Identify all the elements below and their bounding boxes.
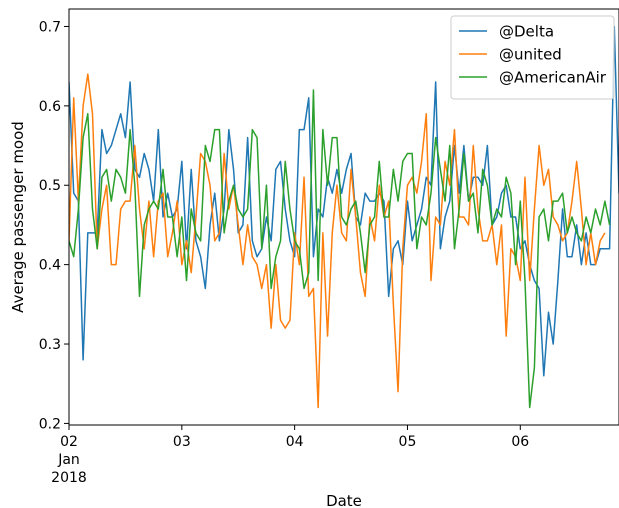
legend-label: @AmericanAir xyxy=(499,69,607,87)
y-axis: 0.2 0.3 0.4 0.5 0.6 0.7 xyxy=(39,19,69,432)
series-line-delta xyxy=(69,25,619,377)
x-tick-label: 03 xyxy=(173,434,191,450)
y-tick-label: 0.4 xyxy=(39,258,61,274)
y-tick-label: 0.6 xyxy=(39,99,61,115)
x-axis-label: Date xyxy=(326,492,362,508)
y-axis-label: Average passenger mood xyxy=(9,121,27,313)
x-tick-label: 02 xyxy=(60,434,78,450)
x-tick-sublabel: 2018 xyxy=(51,470,87,486)
legend-label: @united xyxy=(499,46,562,64)
x-tick-label: 05 xyxy=(399,434,417,450)
x-axis: 02 Jan 2018 03 04 05 06 xyxy=(51,425,529,486)
y-tick-label: 0.5 xyxy=(39,178,61,194)
series-layer xyxy=(69,25,619,409)
plot-frame xyxy=(68,8,619,426)
legend-box xyxy=(450,15,615,100)
y-tick-label: 0.7 xyxy=(39,19,61,35)
legend-label: @Delta xyxy=(499,23,554,41)
x-tick-sublabel: Jan xyxy=(57,452,80,468)
y-tick-label: 0.2 xyxy=(39,416,61,432)
y-tick-label: 0.3 xyxy=(39,337,61,353)
legend: @Delta @united @AmericanAir xyxy=(450,15,615,100)
x-tick-label: 04 xyxy=(286,434,304,450)
series-line-americanair xyxy=(69,89,611,409)
x-tick-label: 06 xyxy=(511,434,529,450)
